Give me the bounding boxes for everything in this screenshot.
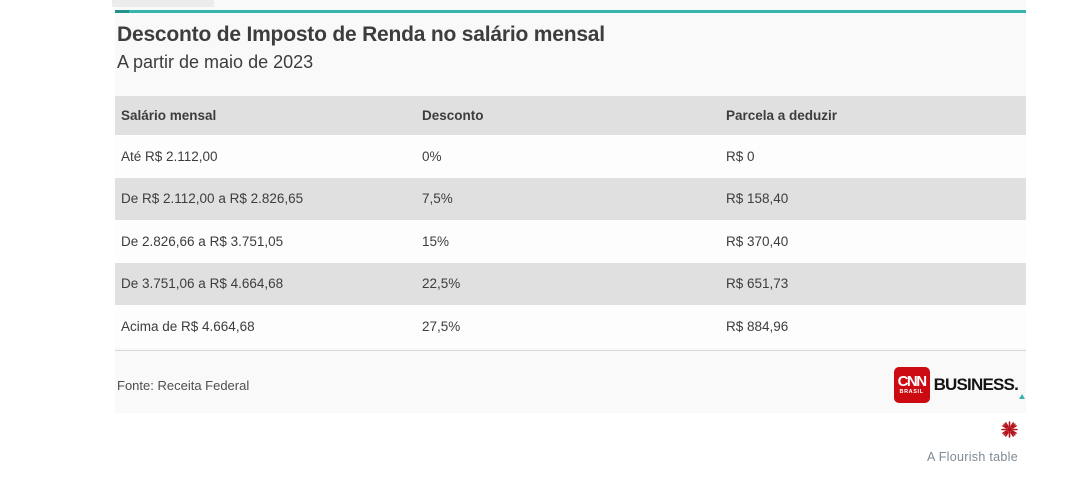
cell-desconto: 15% — [422, 233, 450, 249]
source-note: Fonte: Receita Federal — [117, 378, 250, 393]
cell-salario: De 2.826,66 a R$ 3.751,05 — [121, 233, 284, 249]
flourish-table-card: Desconto de Imposto de Renda no salário … — [112, 0, 1026, 413]
top-left-artifact — [112, 0, 214, 7]
accent-bar-tip — [115, 10, 129, 13]
cell-parcela: R$ 158,40 — [726, 191, 789, 207]
logo-triangle-icon — [1019, 394, 1025, 399]
table-row: De R$ 2.112,00 a R$ 2.826,65 7,5% R$ 158… — [115, 177, 1026, 220]
brasil-logo-text: BRASIL — [899, 389, 924, 395]
cnn-business-logo: CNN BRASIL BUSINESS. — [893, 367, 1025, 403]
page-title: Desconto de Imposto de Renda no salário … — [117, 23, 605, 46]
cell-desconto: 22,5% — [422, 276, 461, 292]
cell-desconto: 7,5% — [422, 191, 453, 207]
business-wordmark: BUSINESS. — [933, 375, 1019, 394]
cell-parcela: R$ 884,96 — [726, 318, 789, 334]
cell-salario: De R$ 2.112,00 a R$ 2.826,65 — [121, 191, 304, 207]
column-header-parcela: Parcela a deduzir — [726, 108, 838, 123]
flourish-logo-icon[interactable] — [1001, 421, 1018, 438]
cnn-logo-text: CNN — [897, 373, 928, 390]
flourish-attribution-link[interactable]: A Flourish table — [927, 450, 1018, 464]
cell-parcela: R$ 0 — [726, 148, 755, 164]
table-row: De 3.751,06 a R$ 4.664,68 22,5% R$ 651,7… — [115, 262, 1026, 305]
page-subtitle: A partir de maio de 2023 — [117, 52, 314, 72]
footer-divider — [115, 350, 1026, 351]
table-row: De 2.826,66 a R$ 3.751,05 15% R$ 370,40 — [115, 220, 1026, 263]
column-header-salario: Salário mensal — [121, 108, 217, 123]
table-row: Até R$ 2.112,00 0% R$ 0 — [115, 135, 1026, 178]
table-header-row: Salário mensal Desconto Parcela a deduzi… — [115, 96, 1026, 135]
cnn-brasil-logo-icon: CNN BRASIL — [893, 367, 930, 403]
cell-parcela: R$ 651,73 — [726, 276, 789, 292]
accent-bar — [115, 10, 1026, 13]
cell-parcela: R$ 370,40 — [726, 233, 789, 249]
cell-desconto: 0% — [422, 148, 442, 164]
cell-salario: Até R$ 2.112,00 — [121, 148, 218, 164]
cell-desconto: 27,5% — [422, 318, 461, 334]
table-row: Acima de R$ 4.664,68 27,5% R$ 884,96 — [115, 305, 1026, 348]
cell-salario: Acima de R$ 4.664,68 — [121, 318, 255, 334]
tax-table: Salário mensal Desconto Parcela a deduzi… — [115, 96, 1026, 348]
cell-salario: De 3.751,06 a R$ 4.664,68 — [121, 276, 284, 292]
column-header-desconto: Desconto — [422, 108, 484, 123]
